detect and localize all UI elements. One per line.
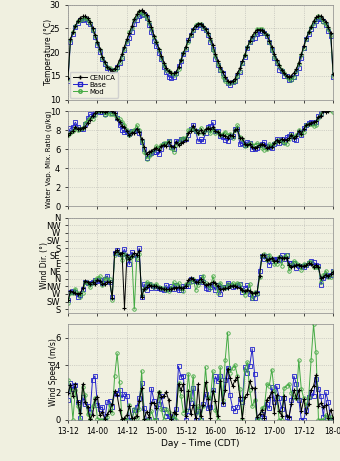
X-axis label: Day – Time (CDT): Day – Time (CDT) <box>162 439 240 448</box>
Y-axis label: Wind Dir. (°): Wind Dir. (°) <box>40 242 49 289</box>
Y-axis label: Water Vap. Mix. Ratio (g/kg): Water Vap. Mix. Ratio (g/kg) <box>45 110 52 207</box>
Y-axis label: Temperature (°C): Temperature (°C) <box>44 19 53 85</box>
Y-axis label: Wind Speed (m/s): Wind Speed (m/s) <box>49 338 58 406</box>
Legend: CENICA, Base, Mod: CENICA, Base, Mod <box>70 72 118 98</box>
